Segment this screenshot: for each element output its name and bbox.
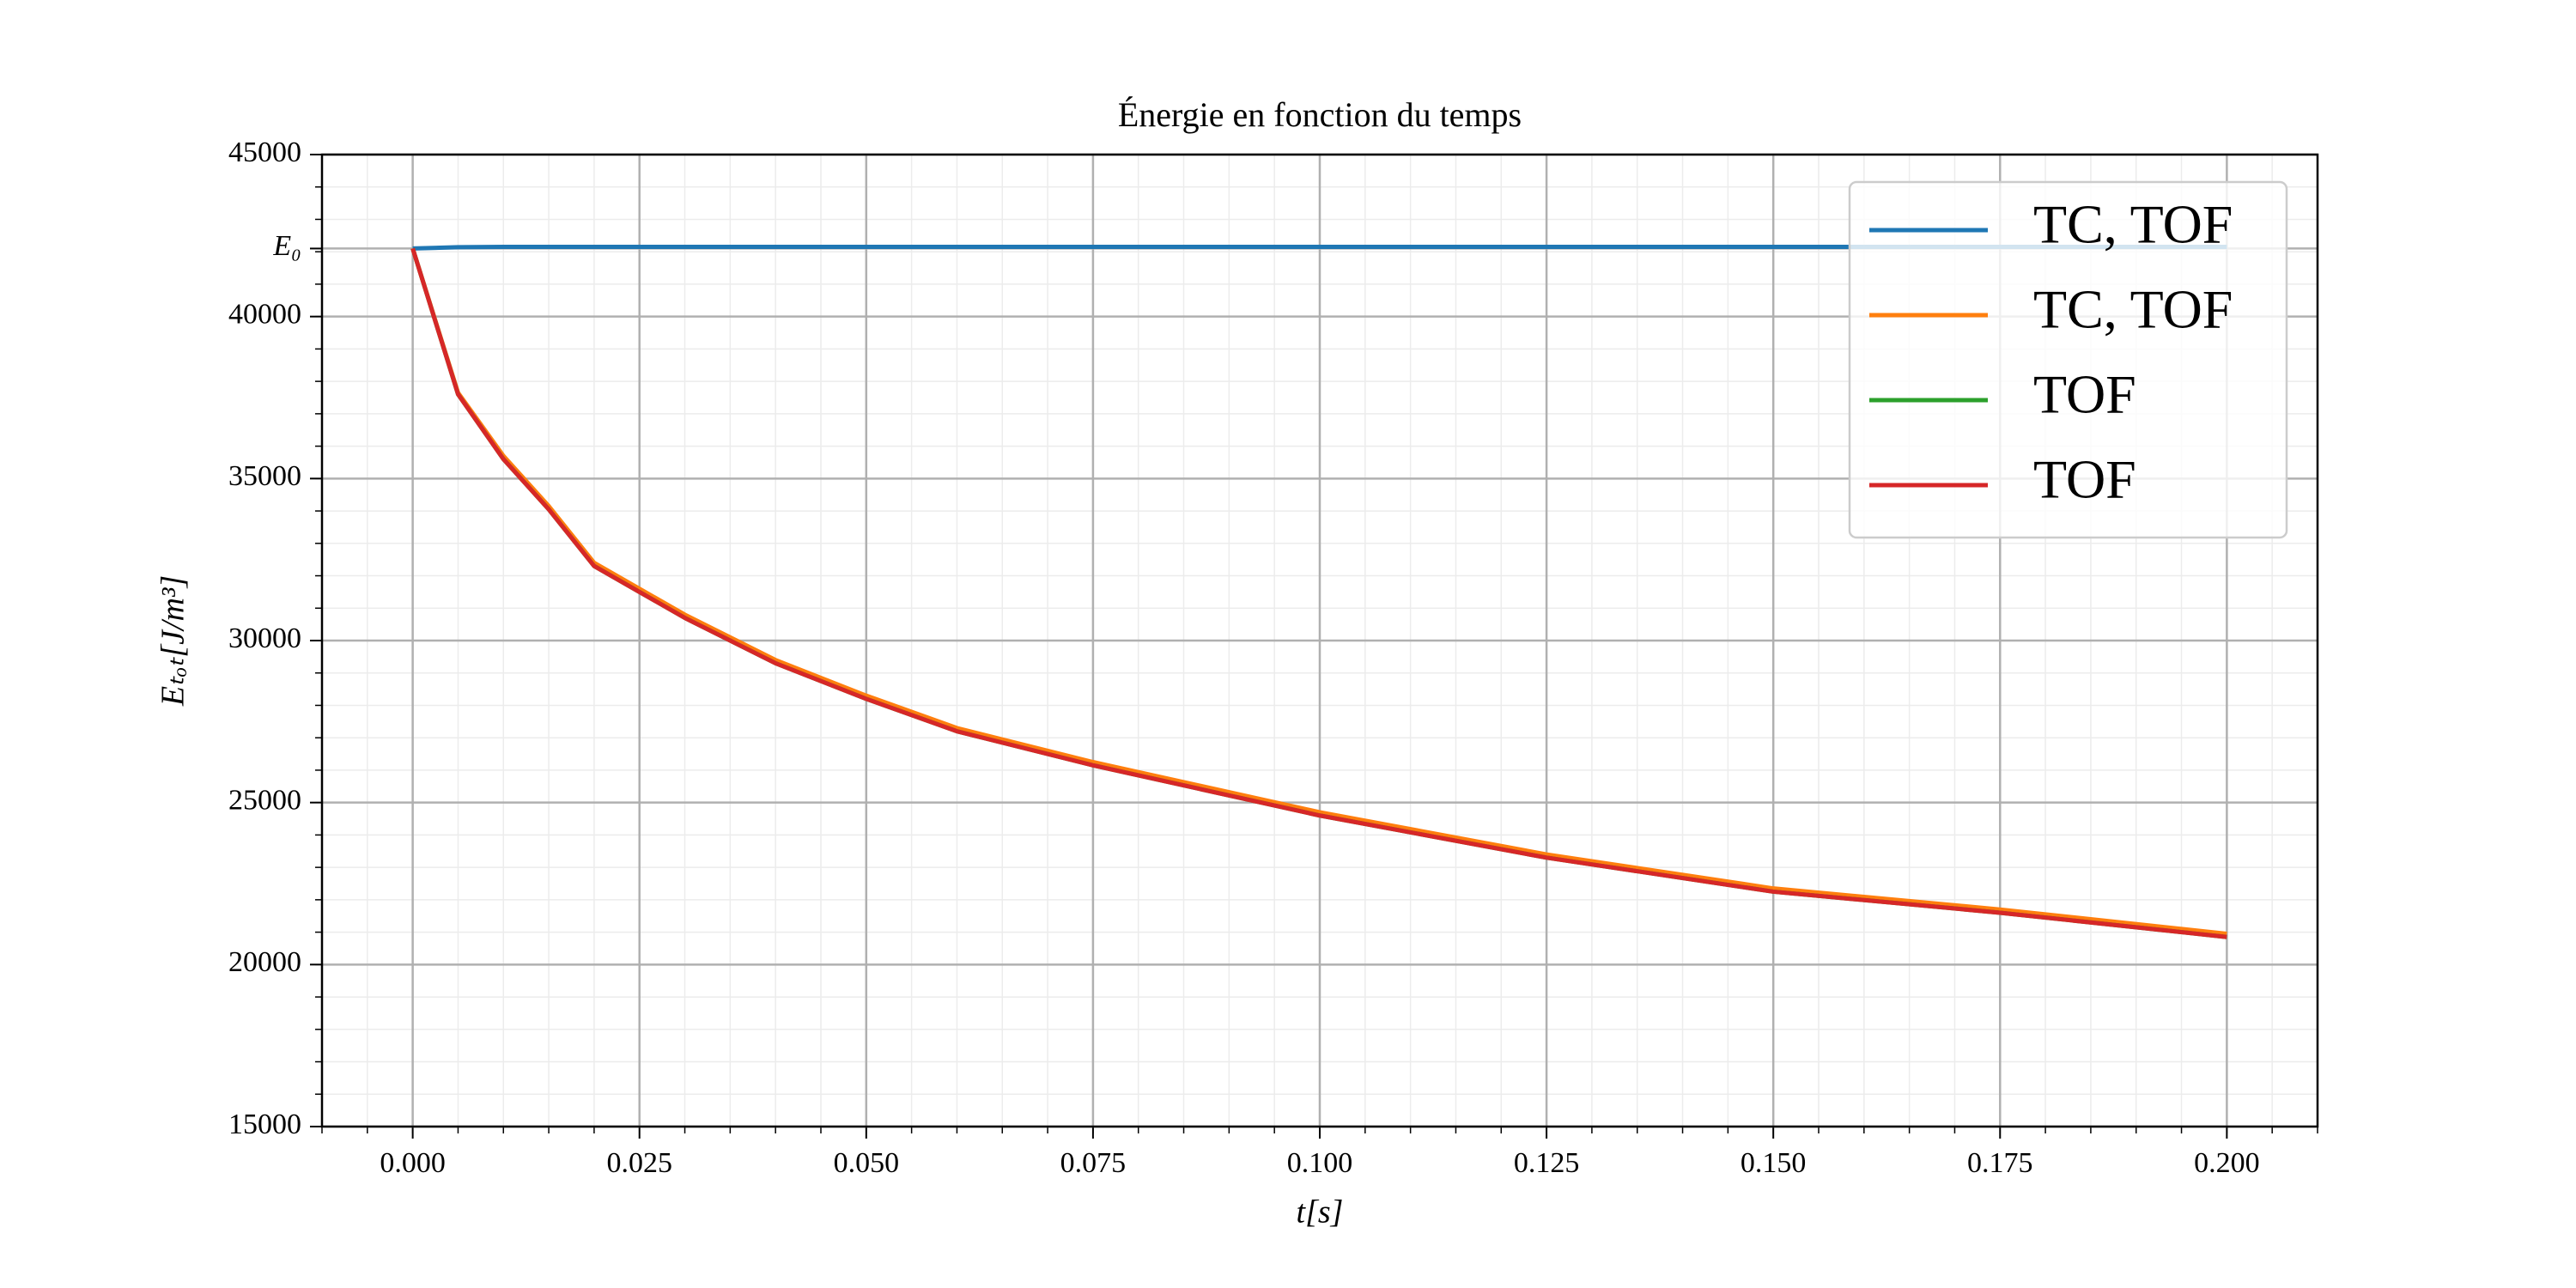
- x-tick-label: 0.150: [1741, 1147, 1807, 1179]
- y-tick-label: 15000: [228, 1109, 301, 1140]
- legend-label: TOF: [2033, 449, 2136, 510]
- y-tick-label: E₀: [272, 230, 301, 262]
- x-tick-label: 0.200: [2194, 1147, 2260, 1179]
- legend-label: TC, TOF: [2033, 279, 2233, 340]
- series-line: [412, 245, 2227, 251]
- y-tick-label: 25000: [228, 784, 301, 816]
- series-line: [410, 247, 2227, 939]
- legend-label: TC, TOF: [2033, 194, 2233, 255]
- y-tick-label: 45000: [228, 137, 301, 168]
- y-axis-label: Eₜₒₜ[J/m³]: [155, 575, 191, 707]
- legend-box: [1848, 180, 2288, 539]
- y-tick-label: 40000: [228, 298, 301, 330]
- legend-label: TOF: [2033, 364, 2136, 425]
- x-tick-label: 0.125: [1514, 1147, 1580, 1179]
- x-tick-label: 0.075: [1060, 1147, 1127, 1179]
- series-line: [410, 247, 2227, 936]
- chart-title: Énergie en fonction du temps: [1118, 95, 1522, 134]
- x-tick-label: 0.025: [606, 1147, 672, 1179]
- x-tick-label: 0.000: [380, 1147, 446, 1179]
- plot-frame: [320, 153, 2319, 1128]
- x-tick-label: 0.100: [1287, 1147, 1353, 1179]
- x-tick-label: 0.050: [834, 1147, 900, 1179]
- x-axis-label: t[s]: [1297, 1194, 1344, 1230]
- y-tick-label: 30000: [228, 623, 301, 654]
- legend: TC, TOF TC, TOF TOF TOF: [1848, 180, 2288, 539]
- x-tick-label: 0.175: [1967, 1147, 2033, 1179]
- y-tick-label: 20000: [228, 946, 301, 978]
- y-tick-label: 35000: [228, 460, 301, 492]
